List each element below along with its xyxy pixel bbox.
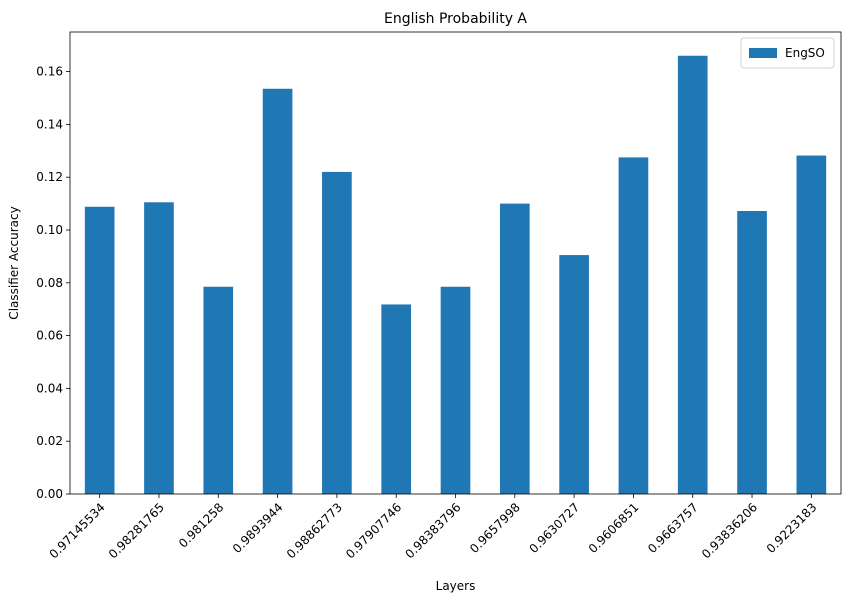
x-tick-label: 0.9630727 [526, 500, 582, 556]
chart-title: English Probability A [384, 11, 527, 27]
x-tick-label: 0.98281765 [106, 500, 167, 561]
y-tick-label: 0.04 [36, 381, 63, 395]
bar-6 [440, 286, 471, 494]
x-tick-label: 0.93836206 [699, 500, 760, 561]
bar-3 [262, 88, 293, 494]
bar-12 [796, 155, 827, 494]
x-tick-label: 0.97145534 [47, 500, 108, 561]
y-axis: 0.00 0.02 0.04 0.06 0.08 0.10 0.12 0.14 0.16 [36, 65, 70, 501]
y-tick-label: 0.10 [36, 223, 63, 237]
plot-area [69, 31, 842, 495]
bar-2 [203, 286, 234, 494]
y-tick-label: 0.08 [36, 276, 63, 290]
bar-7 [499, 203, 530, 494]
y-tick-label: 0.02 [36, 434, 63, 448]
y-tick-label: 0.06 [36, 329, 63, 343]
y-tick-label: 0.14 [36, 117, 63, 131]
y-axis-label: Classifier Accuracy [7, 206, 21, 319]
bar-11 [737, 210, 767, 494]
x-tick-label: 0.9663757 [645, 500, 701, 556]
x-tick-label: 0.97907746 [343, 500, 404, 561]
legend-label-engso: EngSO [785, 46, 825, 60]
x-tick-label: 0.9893944 [230, 500, 286, 556]
x-tick-label: 0.9657998 [467, 500, 523, 556]
y-tick-label: 0.16 [36, 65, 63, 79]
bar-1 [144, 202, 174, 494]
x-tick-label: 0.9223183 [764, 500, 820, 556]
bar-10 [677, 55, 708, 494]
bar-0 [84, 206, 115, 494]
x-tick-label: 0.981258 [176, 500, 226, 550]
legend: EngSO [740, 37, 835, 69]
x-tick-label: 0.98862773 [284, 500, 345, 561]
legend-swatch [749, 48, 777, 58]
y-tick-label: 0.00 [36, 487, 63, 501]
bar-9 [618, 157, 649, 494]
y-tick-label: 0.12 [36, 170, 63, 184]
bar-4 [322, 171, 352, 495]
x-tick-label: 0.9606851 [586, 500, 642, 556]
x-tick-label: 0.98383796 [402, 500, 463, 561]
bar-5 [381, 304, 412, 494]
x-axis-label: Layers [436, 579, 476, 593]
legend-box [740, 37, 835, 69]
bar-8 [559, 255, 589, 494]
